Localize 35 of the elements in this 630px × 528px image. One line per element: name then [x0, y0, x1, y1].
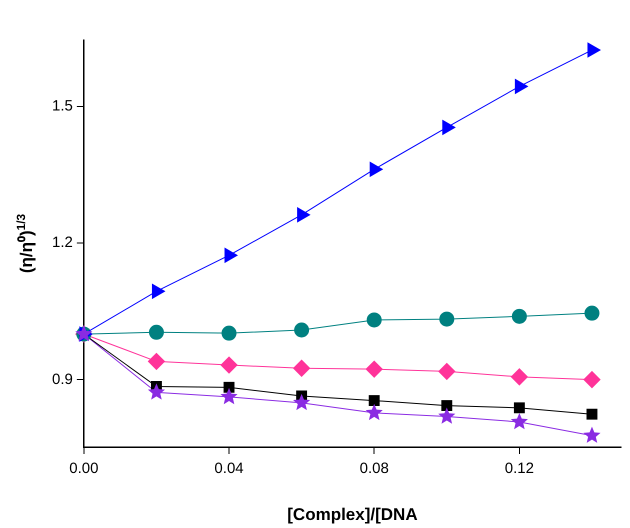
- point: [220, 356, 238, 374]
- point: [368, 395, 380, 406]
- y-tick-label: 1.2: [52, 234, 73, 252]
- x-tick-label: 0.04: [214, 460, 244, 478]
- point: [584, 306, 600, 321]
- point: [512, 308, 527, 324]
- point: [438, 408, 456, 424]
- point: [514, 402, 525, 414]
- point: [224, 382, 234, 393]
- point: [510, 412, 528, 430]
- point: [366, 404, 383, 420]
- y-tick-label: 1.5: [52, 98, 73, 115]
- point: [222, 326, 237, 341]
- point: [366, 312, 382, 328]
- point: [583, 426, 601, 443]
- point: [294, 322, 310, 338]
- point: [293, 360, 310, 377]
- point: [439, 312, 454, 327]
- point: [293, 394, 310, 410]
- y-tick-label: 0.9: [52, 370, 73, 388]
- point: [366, 360, 383, 378]
- point: [438, 362, 456, 380]
- point: [220, 388, 238, 404]
- point: [586, 408, 598, 420]
- x-axis-title: [Complex]/[DNA: [287, 505, 418, 524]
- point: [148, 383, 165, 400]
- x-tick-label: 0.08: [360, 460, 389, 478]
- x-tick-label: 0.12: [504, 460, 534, 478]
- point: [441, 400, 452, 412]
- point: [148, 324, 164, 340]
- point: [148, 352, 165, 370]
- x-tick-label: 0.00: [69, 460, 98, 478]
- point: [583, 371, 600, 388]
- y-axis-title: (η/η⁰)1/3: [14, 213, 36, 274]
- point: [510, 368, 528, 386]
